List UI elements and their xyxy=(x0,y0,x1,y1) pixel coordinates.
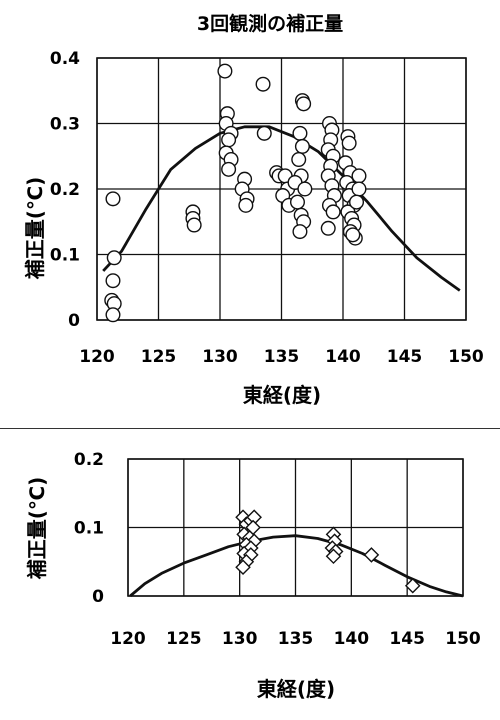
chart-2-x-tick-labels: 120 125 130 135 140 145 150 xyxy=(110,629,481,649)
data-point xyxy=(345,227,361,243)
chart-1-grid xyxy=(96,57,467,321)
data-point xyxy=(325,204,341,220)
x-tick-label: 135 xyxy=(264,347,300,367)
data-point xyxy=(289,194,305,210)
data-point xyxy=(105,307,121,323)
data-point xyxy=(235,559,251,576)
chart-1-x-tick-labels: 120 125 130 135 140 145 150 xyxy=(79,347,484,367)
data-point xyxy=(296,96,312,112)
x-tick-label: 150 xyxy=(448,347,484,367)
data-point xyxy=(221,161,237,177)
x-tick-label: 135 xyxy=(278,629,314,649)
chart-2-x-axis-label: 東経(度) xyxy=(257,677,335,701)
y-tick-label: 0.3 xyxy=(50,115,80,135)
x-tick-label: 150 xyxy=(445,629,481,649)
y-tick-label: 0.4 xyxy=(50,49,80,69)
y-tick-label: 0 xyxy=(92,587,104,607)
data-point xyxy=(292,125,308,141)
data-point xyxy=(325,548,342,565)
x-tick-label: 120 xyxy=(110,629,146,649)
data-point xyxy=(291,152,307,168)
y-tick-label: 0 xyxy=(68,311,80,331)
x-tick-label: 145 xyxy=(387,347,423,367)
data-point xyxy=(294,138,310,154)
chart-1-y-axis-label: 補正量(℃) xyxy=(23,177,47,281)
x-tick-label: 145 xyxy=(389,629,425,649)
x-tick-label: 130 xyxy=(222,629,258,649)
data-point xyxy=(186,217,202,233)
data-point xyxy=(221,132,237,148)
y-tick-label: 0.2 xyxy=(50,180,80,200)
x-tick-label: 125 xyxy=(141,347,177,367)
data-point xyxy=(363,547,380,563)
x-tick-label: 120 xyxy=(79,347,115,367)
panel-divider xyxy=(0,428,500,429)
data-point xyxy=(105,191,121,207)
x-tick-label: 130 xyxy=(202,347,238,367)
data-point xyxy=(297,181,313,197)
data-point xyxy=(351,168,367,184)
chart-2-y-axis-label: 補正量(℃) xyxy=(25,477,49,581)
y-tick-label: 0.1 xyxy=(74,519,104,539)
data-point xyxy=(105,273,121,289)
data-point xyxy=(320,220,336,236)
chart-1-fit-curve xyxy=(102,125,461,292)
y-tick-label: 0.2 xyxy=(74,450,104,470)
chart-1-y-tick-labels: 0 0.1 0.2 0.3 0.4 xyxy=(50,49,80,331)
data-point xyxy=(238,197,254,213)
data-point xyxy=(217,63,233,79)
data-point xyxy=(256,125,272,141)
chart-1-title: 3回観測の補正量 xyxy=(197,12,343,35)
data-point xyxy=(255,76,271,92)
data-point xyxy=(341,135,357,151)
x-tick-label: 125 xyxy=(166,629,202,649)
chart-2-points xyxy=(235,509,421,594)
chart-2-y-tick-labels: 0 0.1 0.2 xyxy=(74,450,104,607)
data-point xyxy=(351,181,367,197)
chart-2-grid xyxy=(127,458,464,597)
x-tick-label: 140 xyxy=(325,347,361,367)
chart-1-fit-curve-group xyxy=(102,125,461,292)
data-point xyxy=(106,250,122,266)
x-tick-label: 140 xyxy=(334,629,370,649)
y-tick-label: 0.1 xyxy=(50,246,80,266)
data-point xyxy=(404,577,421,594)
chart-1-x-axis-label: 東経(度) xyxy=(243,383,321,407)
data-point xyxy=(349,194,365,210)
data-point xyxy=(292,224,308,240)
chart-1-points xyxy=(104,63,367,323)
